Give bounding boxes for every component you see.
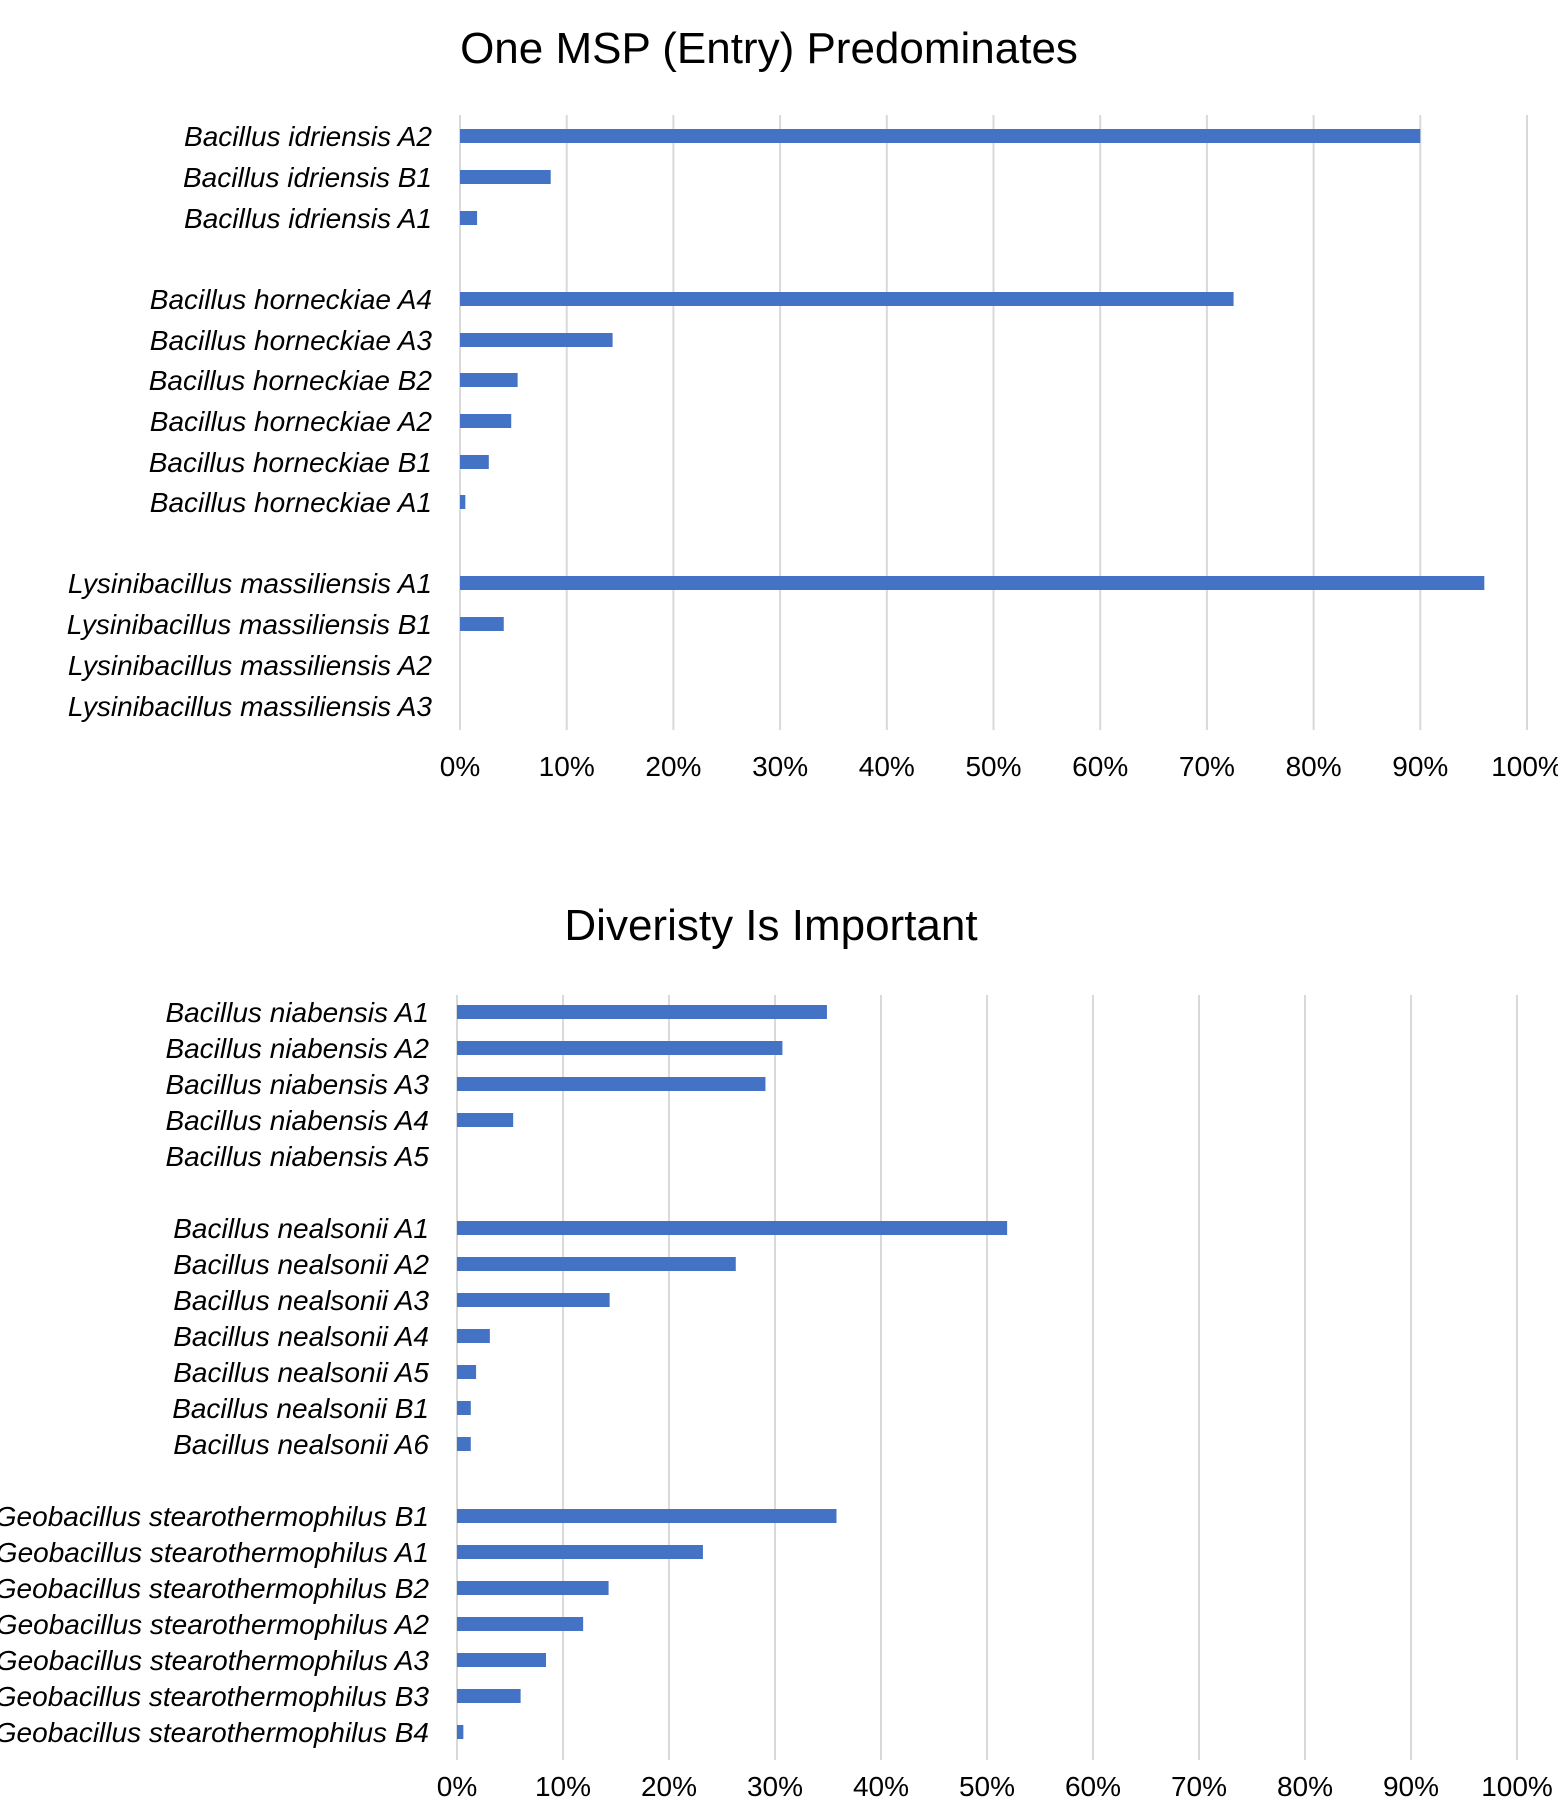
chart-title: One MSP (Entry) Predominates (460, 24, 1078, 73)
bar (457, 1257, 736, 1271)
bar (460, 576, 1485, 590)
category-label: Bacillus niabensis A5 (165, 1141, 429, 1172)
bar (457, 1653, 547, 1667)
bar (460, 455, 489, 469)
chart-diversity-is-important: Diveristy Is Important 0% 10% 20% 30% 40% 50%… (0, 901, 1553, 1802)
category-label: Geobacillus stearothermophilus B1 (0, 1501, 429, 1532)
category-label: Bacillus idriensis B1 (183, 162, 432, 193)
x-tick-label: 50% (965, 751, 1021, 782)
category-label: Bacillus horneckiae B2 (149, 365, 433, 396)
bar (457, 1545, 703, 1559)
bar (457, 1725, 464, 1739)
x-tick-label: 70% (1171, 1771, 1227, 1802)
category-label: Geobacillus stearothermophilus A3 (0, 1645, 429, 1676)
bar (457, 1617, 584, 1631)
chart-one-msp-predominates: One MSP (Entry) Predominates 0% 10% 20% 30%… (67, 24, 1558, 782)
x-tick-label: 30% (752, 751, 808, 782)
x-tick-label: 40% (853, 1771, 909, 1802)
bar (460, 333, 613, 347)
bar (460, 495, 466, 509)
category-label: Lysinibacillus massiliensis A1 (68, 568, 432, 599)
x-tick-label: 90% (1392, 751, 1448, 782)
bar (457, 1329, 490, 1343)
category-label: Bacillus niabensis A4 (165, 1105, 429, 1136)
bar (457, 1041, 783, 1055)
category-label: Bacillus idriensis A2 (184, 121, 432, 152)
category-label: Bacillus nealsonii A2 (173, 1249, 429, 1280)
x-tick-label: 10% (539, 751, 595, 782)
category-label: Geobacillus stearothermophilus A2 (0, 1609, 429, 1640)
category-label: Bacillus nealsonii A6 (173, 1429, 429, 1460)
bar (457, 1005, 827, 1019)
x-tick-label: 60% (1072, 751, 1128, 782)
category-label: Geobacillus stearothermophilus B3 (0, 1681, 429, 1712)
x-tick-label: 10% (535, 1771, 591, 1802)
category-label: Bacillus horneckiae A3 (150, 325, 433, 356)
category-label: Bacillus nealsonii A1 (173, 1213, 429, 1244)
x-tick-label: 100% (1491, 751, 1558, 782)
x-tick-label: 20% (645, 751, 701, 782)
category-label: Bacillus nealsonii A5 (173, 1357, 429, 1388)
x-tick-label: 90% (1383, 1771, 1439, 1802)
bar (457, 1437, 471, 1451)
bar (457, 1113, 514, 1127)
x-tick-label: 100% (1481, 1771, 1553, 1802)
category-label: Bacillus niabensis A3 (165, 1069, 429, 1100)
category-label: Geobacillus stearothermophilus B2 (0, 1573, 429, 1604)
bar (457, 1077, 766, 1091)
category-label: Bacillus horneckiae A2 (150, 406, 433, 437)
chart-title: Diveristy Is Important (564, 901, 977, 950)
bar (460, 617, 504, 631)
x-tick-label: 70% (1179, 751, 1235, 782)
bar (457, 1509, 837, 1523)
bar (457, 1365, 477, 1379)
x-tick-label: 30% (747, 1771, 803, 1802)
bar (457, 1401, 471, 1415)
bar (460, 129, 1421, 143)
category-label: Lysinibacillus massiliensis A3 (68, 691, 433, 722)
category-label: Lysinibacillus massiliensis A2 (68, 650, 433, 681)
category-label: Bacillus horneckiae A1 (150, 487, 432, 518)
x-tick-label: 80% (1286, 751, 1342, 782)
bar (457, 1581, 609, 1595)
category-label: Geobacillus stearothermophilus B4 (0, 1717, 429, 1748)
bar (457, 1689, 521, 1703)
category-label: Bacillus horneckiae B1 (149, 447, 432, 478)
category-label: Bacillus niabensis A2 (165, 1033, 429, 1064)
bar (457, 1221, 1008, 1235)
category-label: Bacillus nealsonii A4 (173, 1321, 429, 1352)
x-tick-label: 0% (437, 1771, 477, 1802)
bar (460, 414, 512, 428)
bar (460, 170, 551, 184)
bar (457, 1293, 610, 1307)
x-tick-label: 50% (959, 1771, 1015, 1802)
category-label: Bacillus nealsonii B1 (172, 1393, 429, 1424)
bar (460, 211, 478, 225)
bar (460, 292, 1234, 306)
category-label: Geobacillus stearothermophilus A1 (0, 1537, 429, 1568)
category-label: Bacillus nealsonii A3 (173, 1285, 429, 1316)
category-label: Lysinibacillus massiliensis B1 (67, 609, 432, 640)
category-label: Bacillus idriensis A1 (184, 203, 432, 234)
x-tick-label: 20% (641, 1771, 697, 1802)
x-tick-label: 40% (859, 751, 915, 782)
x-tick-label: 60% (1065, 1771, 1121, 1802)
x-tick-label: 0% (440, 751, 480, 782)
bar (460, 373, 518, 387)
category-label: Bacillus horneckiae A4 (150, 284, 432, 315)
category-label: Bacillus niabensis A1 (165, 997, 429, 1028)
x-tick-label: 80% (1277, 1771, 1333, 1802)
